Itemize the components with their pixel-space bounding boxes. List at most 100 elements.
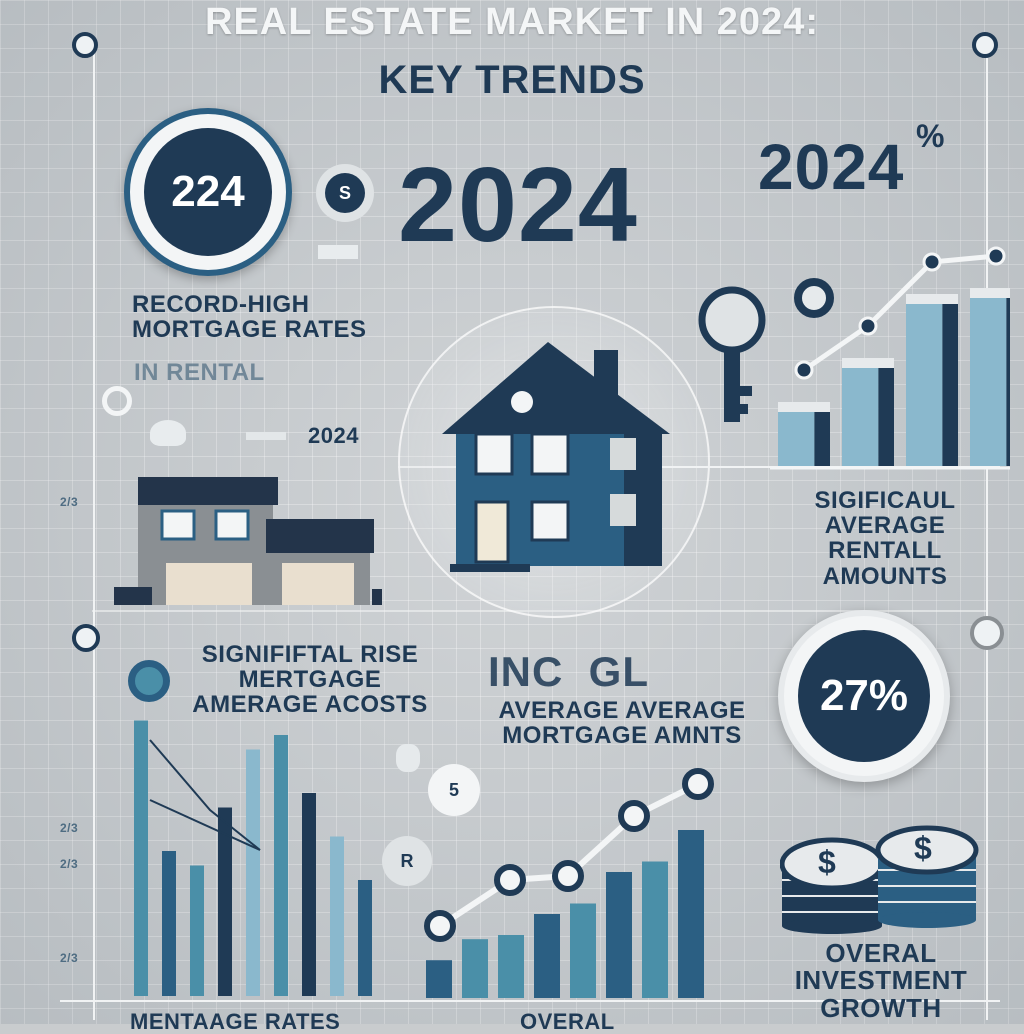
house-circle-line-left (398, 466, 488, 468)
bar-top (778, 402, 830, 412)
coin-symbol-left: $ (818, 844, 837, 880)
bar (534, 914, 560, 998)
tiny-caption-bar (246, 432, 286, 440)
investment-growth-line-1: OVERAL (825, 938, 937, 968)
rental-amounts-line-1: SIGIFICAUL (814, 487, 956, 514)
small-divider (318, 245, 358, 259)
frame-line-right (986, 40, 988, 1020)
shrub-left (114, 587, 152, 605)
rise-costs-line-1: SIGNIFIFTAL RISE (201, 641, 419, 668)
scale-icon (150, 420, 186, 446)
data-point (858, 316, 878, 336)
rental-amounts-line-2: AVERAGE RENTALL (824, 512, 946, 565)
data-point (986, 246, 1006, 266)
small-badge-c: R (382, 836, 432, 886)
average-mortgage-line-1: AVERAGE AVERAGE (498, 697, 746, 724)
dollar-badge-symbol: S (325, 173, 365, 213)
frame-line-bottom (60, 1000, 1000, 1002)
small-ring-left (102, 386, 132, 416)
house-roof (442, 342, 670, 434)
bottom-left-label: MENTAAGE RATES (130, 1009, 341, 1034)
data-point (618, 800, 650, 832)
house-left-window-1 (160, 509, 196, 541)
bar-side (1006, 296, 1010, 466)
bar-side (878, 366, 894, 466)
side-label-a: 2/3 (60, 495, 79, 509)
bar (678, 830, 704, 998)
bottom-mid-label: OVERAL (520, 1009, 615, 1034)
bar (570, 903, 596, 998)
bar (906, 302, 943, 466)
percent-badge: 27% (778, 610, 950, 782)
corner-ring-top-right (972, 32, 998, 58)
circle-stat-badge: 224 (124, 108, 292, 276)
center-year: 2024 (398, 146, 638, 264)
data-point (424, 910, 456, 942)
bar-top (906, 294, 958, 304)
small-badge-c-text: R (400, 850, 414, 871)
rental-growth-chart (770, 246, 1010, 470)
house-window-1 (474, 432, 514, 476)
house-right-roof (266, 519, 374, 553)
data-point (794, 360, 814, 380)
trend-line (802, 253, 997, 373)
side-label-d: 2/3 (60, 951, 79, 965)
data-point (552, 860, 584, 892)
average-mortgage-label: AVERAGE AVERAGE MORTGAGE AMNTS (492, 697, 752, 750)
coin-symbol-right: $ (914, 830, 933, 866)
bar-side (814, 410, 830, 466)
house-icon (442, 342, 670, 572)
houses-illustration (114, 477, 382, 605)
small-year-label: 2024 (308, 423, 359, 448)
house-steps (450, 564, 530, 572)
trend-line-2 (149, 799, 261, 851)
small-badge-b: 5 (428, 764, 480, 816)
bar (842, 366, 879, 466)
in-rental-label: IN RENTAL (134, 359, 265, 386)
mortgage-amount-chart (424, 768, 714, 998)
coins-icon (780, 825, 979, 934)
record-high-line-1: RECORD-HIGH (132, 291, 310, 318)
bar (218, 807, 232, 996)
bar (246, 749, 260, 996)
small-ring-mid-right (970, 616, 1004, 650)
rental-amounts-label: SIGIFICAUL AVERAGE RENTALL AMOUNTS (770, 488, 1000, 589)
corner-ring-top-left (72, 32, 98, 58)
right-year: 2024 (758, 131, 905, 203)
bar (498, 935, 524, 998)
bar (330, 836, 344, 996)
right-percent-mark: % (916, 118, 946, 154)
rise-costs-line-2: MERTGAGE (238, 666, 382, 694)
coin-stack-left (780, 837, 885, 934)
bar (642, 861, 668, 998)
rise-costs-label: SIGNIFIFTAL RISE MERTGAGE AMERAGE ACOSTS (180, 642, 440, 718)
investment-growth-line-3: GROWTH (820, 992, 942, 1023)
bar-side (942, 302, 958, 466)
bar-top (970, 288, 1010, 298)
bar-top (842, 358, 894, 368)
house-left-garage (166, 563, 252, 605)
data-point (494, 864, 526, 896)
bar (778, 410, 815, 466)
house-left-window-2 (214, 509, 250, 541)
bar (162, 851, 176, 996)
trend-line (149, 739, 261, 851)
bar (190, 865, 204, 996)
side-label-b: 2/3 (60, 821, 79, 835)
average-mortgage-line-2: MORTGAGE AMNTS (502, 722, 742, 750)
house-side-window-2 (610, 494, 636, 526)
bar (462, 939, 488, 998)
page-title-line-2: KEY TRENDS (378, 58, 646, 102)
inc-label: INC GL (488, 648, 649, 695)
house-window-2 (530, 432, 570, 476)
house-side-window-1 (610, 438, 636, 470)
mortgage-cost-chart (134, 720, 372, 996)
bar (970, 296, 1007, 466)
percent-badge-value: 27% (798, 630, 930, 762)
dollar-badge-icon: S (316, 164, 374, 222)
data-point (682, 768, 714, 800)
house-chimney (594, 350, 618, 406)
bar (134, 720, 148, 996)
circle-stat-value: 224 (144, 128, 272, 256)
record-high-line-2: MORTGAGE RATES (132, 316, 367, 344)
